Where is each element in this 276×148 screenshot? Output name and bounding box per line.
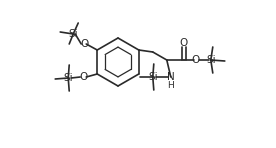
- Text: Si: Si: [206, 55, 216, 65]
- Text: O: O: [192, 55, 200, 65]
- Text: O: O: [180, 38, 188, 48]
- Text: Si: Si: [68, 29, 78, 39]
- Text: N: N: [167, 72, 175, 82]
- Text: Si: Si: [148, 72, 158, 82]
- Text: H: H: [168, 81, 174, 90]
- Text: Si: Si: [63, 73, 73, 83]
- Text: O: O: [80, 39, 88, 49]
- Text: O: O: [79, 72, 87, 82]
